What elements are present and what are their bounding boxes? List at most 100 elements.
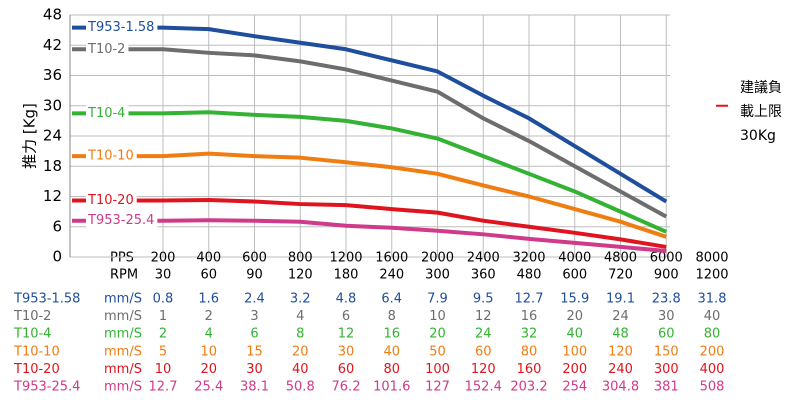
row-value: 20 [292, 344, 309, 359]
row-value: 60 [475, 344, 492, 359]
row-value: 152.4 [465, 380, 502, 395]
row-name: T10-10 [13, 344, 60, 359]
row-value: 40 [704, 309, 721, 324]
x-tick-label: 1200 [329, 251, 362, 266]
rpm-label: 240 [379, 268, 404, 283]
row-value: 40 [292, 362, 309, 377]
x-tick-label: 4000 [558, 251, 591, 266]
row-value: 20 [429, 327, 446, 342]
series-label: T10-4 [87, 106, 125, 121]
rpm-label: 1200 [695, 268, 728, 283]
x-tick-label: 2000 [421, 251, 454, 266]
row-value: 7.9 [427, 292, 448, 307]
rpm-label: 900 [654, 268, 679, 283]
row-value: 3.2 [290, 292, 311, 307]
row-value: 100 [425, 362, 450, 377]
row-value: 10 [200, 344, 217, 359]
row-unit: mm/S [104, 344, 142, 359]
row-value: 200 [562, 362, 587, 377]
y-tick-label: 36 [43, 66, 62, 84]
rpm-row-label: RPM [110, 268, 138, 283]
rpm-label: 60 [200, 268, 217, 283]
rpm-label: 90 [246, 268, 263, 283]
row-value: 80 [521, 344, 538, 359]
row-value: 32 [521, 327, 538, 342]
rpm-label: 180 [334, 268, 359, 283]
row-value: 304.8 [602, 380, 639, 395]
row-value: 40 [566, 327, 583, 342]
x-tick-label: 1600 [375, 251, 408, 266]
series-line [72, 218, 667, 253]
row-value: 101.6 [373, 380, 410, 395]
row-value: 80 [383, 362, 400, 377]
rpm-label: 360 [471, 268, 496, 283]
y-tick-label: 18 [43, 157, 62, 175]
series-label-bg [86, 148, 137, 165]
row-value: 15 [246, 344, 263, 359]
series-label: T953-1.58 [87, 20, 154, 35]
series-label-bg [86, 41, 129, 58]
row-value: 2 [159, 327, 167, 342]
series-line [72, 110, 668, 234]
row-value: 12.7 [515, 292, 544, 307]
row-value: 30 [338, 344, 355, 359]
x-tick-label: 400 [196, 251, 221, 266]
row-unit: mm/S [104, 362, 142, 377]
row-value: 120 [471, 362, 496, 377]
row-name: T953-1.58 [13, 292, 80, 307]
row-value: 2 [205, 309, 213, 324]
x-tick-label: 200 [151, 251, 176, 266]
series-label-bg [86, 212, 158, 229]
row-value: 12 [338, 327, 355, 342]
series-label-bg [86, 19, 158, 36]
row-value: 30 [658, 309, 675, 324]
row-value: 25.4 [194, 380, 223, 395]
row-value: 4 [296, 309, 304, 324]
row-value: 2.4 [244, 292, 265, 307]
row-value: 0.8 [153, 292, 174, 307]
series-label-bg [86, 105, 129, 122]
rpm-label: 120 [288, 268, 313, 283]
row-value: 50.8 [286, 380, 315, 395]
rpm-label: 30 [155, 268, 172, 283]
row-value: 16 [521, 309, 538, 324]
rpm-label: 300 [425, 268, 450, 283]
row-value: 16 [383, 327, 400, 342]
y-tick-label: 24 [43, 127, 62, 145]
row-value: 60 [338, 362, 355, 377]
y-tick-label: 6 [52, 217, 62, 235]
row-value: 4.8 [336, 292, 357, 307]
y-axis-label: 推力 [Kg] [21, 103, 39, 169]
row-value: 8 [388, 309, 396, 324]
row-value: 12.7 [149, 380, 178, 395]
row-value: 20 [566, 309, 583, 324]
row-unit: mm/S [104, 327, 142, 342]
row-value: 38.1 [240, 380, 269, 395]
x-tick-label: 4800 [604, 251, 637, 266]
row-value: 50 [429, 344, 446, 359]
series-line [72, 25, 668, 204]
row-value: 23.8 [652, 292, 681, 307]
x-tick-label: 800 [288, 251, 313, 266]
row-value: 100 [562, 344, 587, 359]
row-value: 150 [654, 344, 679, 359]
row-value: 31.8 [698, 292, 727, 307]
series-label: T10-10 [87, 149, 134, 164]
y-tick-label: 12 [43, 187, 62, 205]
row-name: T10-20 [13, 362, 60, 377]
x-tick-label: 8000 [695, 251, 728, 266]
limit-label: 30Kg [740, 128, 776, 144]
row-value: 30 [246, 362, 263, 377]
series-label: T10-2 [87, 42, 125, 57]
y-tick-label: 48 [43, 6, 62, 24]
rpm-label: 480 [517, 268, 542, 283]
series-line [72, 47, 668, 219]
series-label: T10-20 [87, 193, 134, 208]
row-value: 24 [612, 309, 629, 324]
row-value: 20 [200, 362, 217, 377]
series-label: T953-25.4 [87, 213, 154, 228]
rpm-label: 600 [562, 268, 587, 283]
series-line [72, 198, 667, 249]
limit-label: 載上限 [740, 104, 782, 120]
